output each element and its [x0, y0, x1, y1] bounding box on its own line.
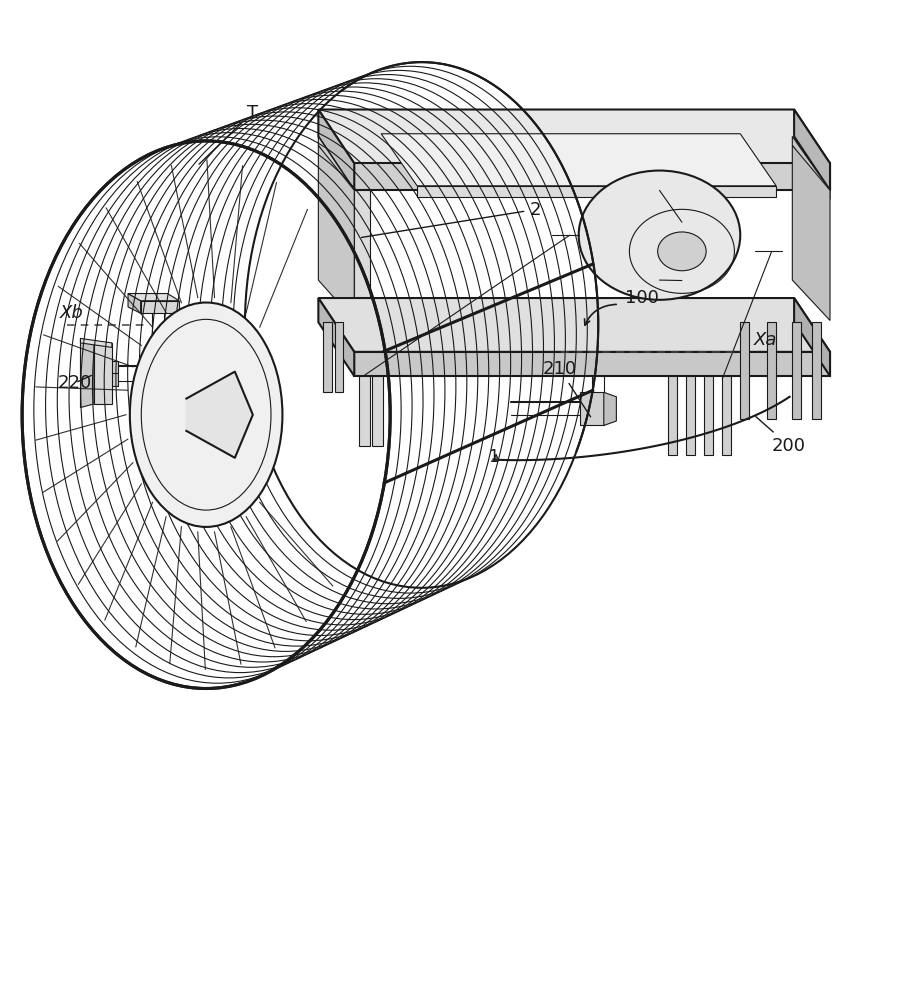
Polygon shape: [128, 294, 140, 313]
Text: Xa: Xa: [754, 331, 777, 349]
Polygon shape: [323, 322, 332, 392]
Polygon shape: [687, 376, 696, 455]
Polygon shape: [795, 110, 830, 190]
Text: 100: 100: [624, 289, 659, 307]
Polygon shape: [318, 298, 830, 352]
Text: 1: 1: [488, 448, 498, 466]
Polygon shape: [354, 352, 830, 376]
Polygon shape: [603, 392, 616, 425]
Polygon shape: [793, 136, 830, 199]
Polygon shape: [704, 376, 713, 455]
Text: 200: 200: [756, 417, 805, 455]
Polygon shape: [318, 136, 354, 199]
Text: Xb: Xb: [60, 304, 83, 322]
Polygon shape: [581, 392, 603, 425]
Polygon shape: [359, 376, 370, 446]
Polygon shape: [318, 110, 354, 190]
Text: 1: 1: [182, 338, 206, 364]
Polygon shape: [417, 186, 776, 197]
Polygon shape: [740, 322, 749, 419]
Ellipse shape: [658, 232, 706, 271]
Polygon shape: [372, 376, 383, 446]
Polygon shape: [812, 322, 821, 419]
Ellipse shape: [130, 303, 283, 527]
Polygon shape: [140, 301, 179, 313]
Polygon shape: [354, 190, 371, 320]
Text: 210: 210: [543, 360, 591, 417]
Polygon shape: [128, 294, 179, 301]
Polygon shape: [793, 322, 801, 419]
Polygon shape: [793, 145, 830, 320]
Polygon shape: [722, 376, 731, 455]
Ellipse shape: [579, 171, 740, 300]
Polygon shape: [318, 145, 354, 320]
Polygon shape: [94, 343, 111, 404]
Polygon shape: [187, 372, 253, 458]
Polygon shape: [354, 163, 830, 190]
Polygon shape: [318, 298, 354, 376]
Polygon shape: [669, 376, 678, 455]
Polygon shape: [795, 298, 830, 376]
Polygon shape: [318, 110, 830, 163]
Polygon shape: [81, 338, 94, 408]
Text: T: T: [199, 104, 257, 164]
Polygon shape: [334, 322, 343, 392]
Polygon shape: [81, 338, 111, 347]
Text: 220: 220: [58, 374, 92, 392]
Polygon shape: [103, 361, 118, 386]
Polygon shape: [381, 134, 776, 186]
Polygon shape: [767, 322, 776, 419]
Text: 2: 2: [361, 201, 541, 237]
